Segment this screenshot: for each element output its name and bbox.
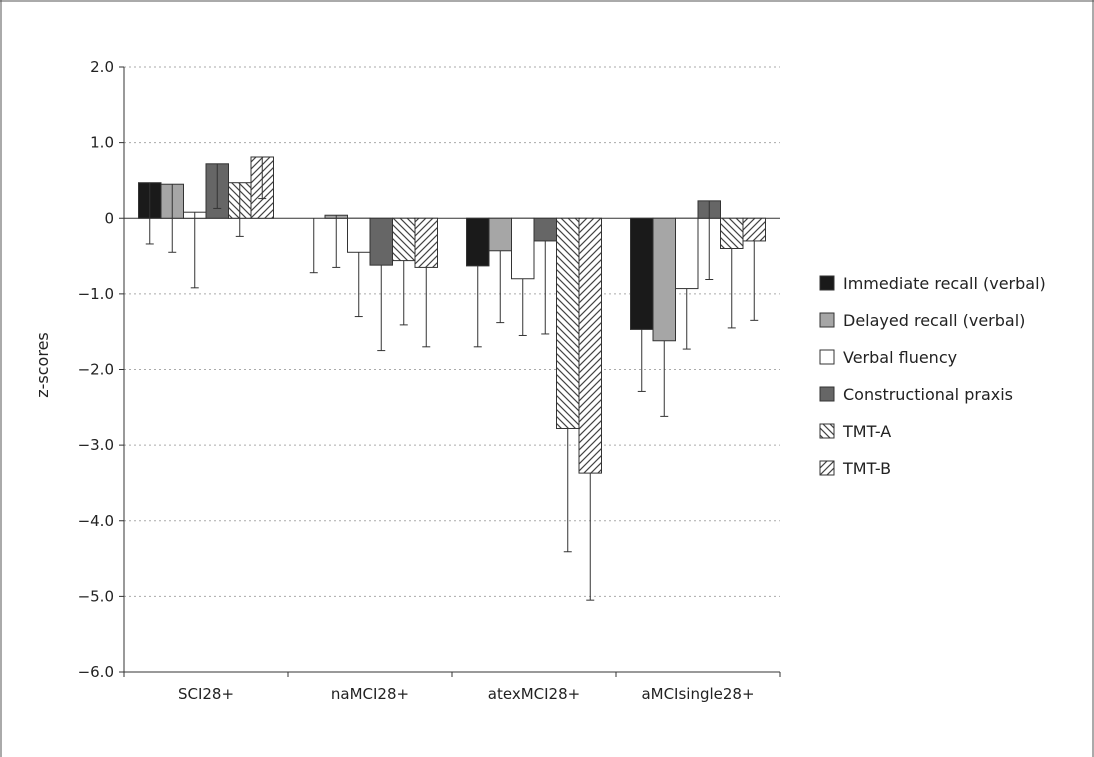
bar [347, 217, 371, 253]
bar [466, 217, 490, 267]
y-tick-label: −2.0 [78, 361, 114, 379]
y-tick-label: −5.0 [78, 587, 114, 605]
y-axis-title: z-scores [33, 332, 52, 398]
bar [533, 217, 557, 242]
y-tick-label: −1.0 [78, 285, 114, 303]
legend: Immediate recall (verbal) Delayed recall … [819, 274, 1046, 478]
legend-swatch [819, 460, 835, 476]
x-tick-label: naMCI28+ [331, 685, 409, 703]
legend-swatch [819, 386, 835, 402]
gridlines [124, 66, 780, 597]
legend-label: Constructional praxis [843, 385, 1013, 404]
bar [630, 217, 654, 330]
legend-label: Verbal fluency [843, 348, 957, 367]
bar [511, 217, 535, 280]
bar [414, 217, 438, 268]
bar [369, 217, 393, 266]
legend-swatch [819, 312, 835, 328]
legend-swatch [819, 349, 835, 365]
legend-label: TMT-A [842, 422, 891, 441]
bar [675, 217, 699, 290]
x-tick-label: atexMCI28+ [488, 685, 580, 703]
bar [720, 217, 744, 249]
x-tick-label: aMCIsingle28+ [641, 685, 754, 703]
legend-label: Delayed recall (verbal) [843, 311, 1025, 330]
bar [392, 217, 416, 262]
y-tick-label: 2.0 [90, 58, 114, 76]
y-tick-label: 0 [104, 209, 114, 227]
legend-label: TMT-B [842, 459, 891, 478]
axes: 2.0 1.0 0 −1.0 −2.0 −3.0 −4.0 −5.0 −6.0 SCI28+ naM… [78, 58, 781, 703]
legend-swatch [819, 423, 835, 439]
y-tick-label: −6.0 [78, 663, 114, 681]
bars [138, 156, 766, 601]
legend-swatch [819, 275, 835, 291]
legend-label: Immediate recall (verbal) [843, 274, 1046, 293]
bar [652, 217, 676, 342]
x-tick-label: SCI28+ [178, 685, 234, 703]
bar [742, 217, 766, 242]
bar [578, 217, 602, 474]
y-tick-label: −3.0 [78, 436, 114, 454]
bar [488, 217, 512, 252]
y-tick-label: −4.0 [78, 512, 114, 530]
bar [556, 217, 580, 429]
y-tick-label: 1.0 [90, 134, 114, 152]
